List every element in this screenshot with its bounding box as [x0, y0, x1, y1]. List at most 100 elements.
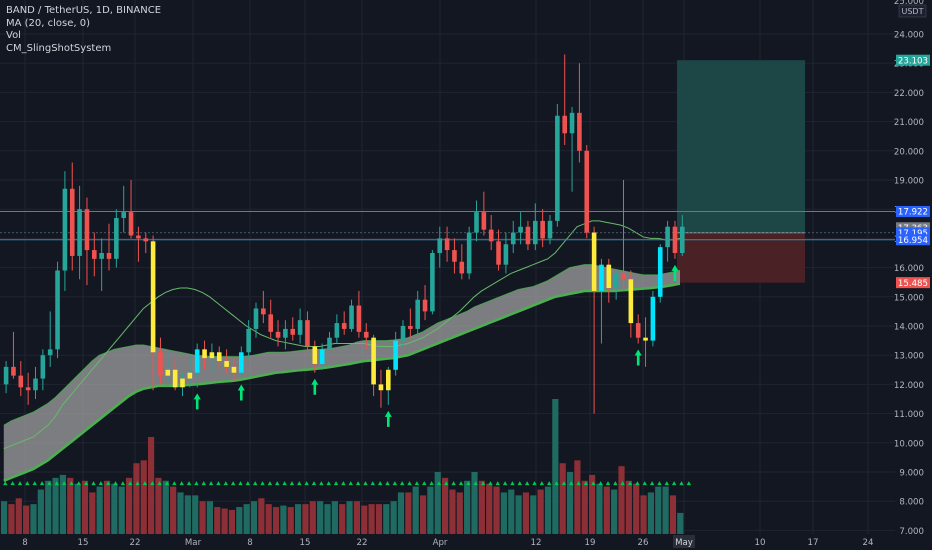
trend-dot	[194, 481, 199, 486]
volume-bar	[214, 507, 221, 541]
candle-body	[158, 352, 163, 376]
volume-indicator-label[interactable]: Vol	[6, 30, 21, 41]
price-tag	[896, 205, 930, 217]
candle-body	[650, 296, 656, 341]
candle-body	[253, 308, 259, 329]
volume-bar	[192, 495, 199, 541]
candle	[209, 343, 215, 373]
price-tick: 13.000	[894, 352, 924, 362]
time-axis[interactable]: 8 15 22 Mar 8 15 22 Apr 12 19 26 May 10 17 24	[0, 534, 932, 550]
candle	[665, 220, 670, 262]
volume-bar	[37, 489, 44, 541]
volume-bars	[1, 399, 684, 541]
volume-bar	[640, 495, 647, 541]
symbol-title[interactable]: BAND / TetherUS, 1D, BINANCE	[6, 5, 162, 16]
trend-dot	[304, 481, 309, 486]
candle	[55, 261, 60, 359]
volume-bar	[397, 492, 405, 541]
candle-body	[540, 220, 545, 239]
trend-dot	[54, 481, 59, 486]
ma-indicator-label[interactable]: MA (20, close, 0)	[6, 17, 91, 29]
candle	[246, 320, 251, 359]
candle-body	[599, 264, 604, 291]
price-axis[interactable]: 24.00023.00022.00021.00020.00019.00018.0…	[894, 0, 932, 550]
buy-arrow	[193, 393, 201, 410]
chart-legend: BAND / TetherUS, 1D, BINANCE MA (20, clo…	[6, 5, 161, 55]
trend-dot	[377, 481, 383, 486]
volume-bar	[45, 480, 52, 541]
trend-dot	[142, 481, 148, 486]
trend-dot	[355, 481, 361, 486]
date-tick: 15	[78, 538, 89, 548]
candle-body	[341, 323, 347, 329]
candle-body	[216, 352, 222, 362]
profit-zone[interactable]	[677, 60, 805, 233]
long-position-tool[interactable]	[677, 60, 805, 283]
candle-body	[47, 349, 53, 356]
volume-bar	[103, 480, 111, 541]
candle-body	[393, 340, 398, 370]
volume-bar	[8, 504, 15, 541]
volume-bar	[339, 504, 346, 541]
candle-body	[386, 369, 391, 391]
volume-bar	[52, 477, 59, 541]
candle	[92, 232, 97, 277]
candle	[253, 302, 259, 338]
candle	[40, 349, 46, 391]
volume-bar	[177, 492, 184, 541]
volume-bar	[368, 504, 375, 541]
volume-bar	[662, 486, 669, 541]
candle	[371, 334, 376, 397]
currency-badge[interactable]	[898, 4, 927, 18]
volume-bar	[15, 498, 22, 541]
candle-body	[680, 226, 685, 253]
candle-body	[408, 326, 413, 329]
volume-bar	[258, 498, 265, 541]
volume-bar	[478, 480, 485, 541]
volume-bar	[140, 460, 147, 541]
trend-dot	[502, 481, 508, 486]
trend-dot	[69, 481, 74, 486]
price-tick: 12.000	[894, 381, 924, 391]
candle-body	[231, 366, 237, 373]
volume-bar	[287, 507, 294, 541]
price-tick: 9.000	[899, 469, 924, 479]
candle	[216, 346, 222, 367]
candle	[69, 162, 75, 271]
slingshot-indicator-label[interactable]: CM_SlingShotSystem	[6, 42, 112, 54]
trend-dot	[517, 481, 522, 486]
candle	[99, 238, 104, 291]
trend-dot	[333, 481, 339, 486]
volume-bar	[625, 480, 632, 541]
candle	[657, 244, 663, 303]
candle-body	[496, 241, 501, 265]
candle	[312, 340, 318, 373]
candle-body	[400, 326, 406, 341]
candle	[275, 320, 281, 347]
trend-dot	[671, 481, 677, 486]
trend-dot	[25, 481, 30, 486]
volume-bar	[272, 507, 280, 541]
candle	[261, 290, 266, 324]
time-axis-bg	[0, 534, 932, 550]
price-tick: 21.000	[894, 118, 924, 128]
candle	[25, 372, 31, 405]
trend-dot	[275, 481, 280, 486]
candle	[187, 355, 193, 388]
date-tick: Mar	[185, 538, 202, 548]
candle-body	[533, 220, 538, 245]
trend-dot	[245, 481, 251, 486]
price-tick: 8.000	[899, 498, 924, 508]
stop-zone[interactable]	[677, 232, 805, 283]
candle	[62, 171, 68, 291]
candle-body	[672, 226, 678, 253]
trend-dot	[569, 481, 574, 486]
trend-dot	[150, 481, 155, 486]
candle-body	[562, 115, 567, 134]
trend-dot	[113, 481, 118, 486]
trend-dot	[649, 481, 655, 486]
volume-bar	[228, 509, 236, 541]
volume-bar	[464, 480, 471, 541]
candle-body	[194, 349, 200, 373]
